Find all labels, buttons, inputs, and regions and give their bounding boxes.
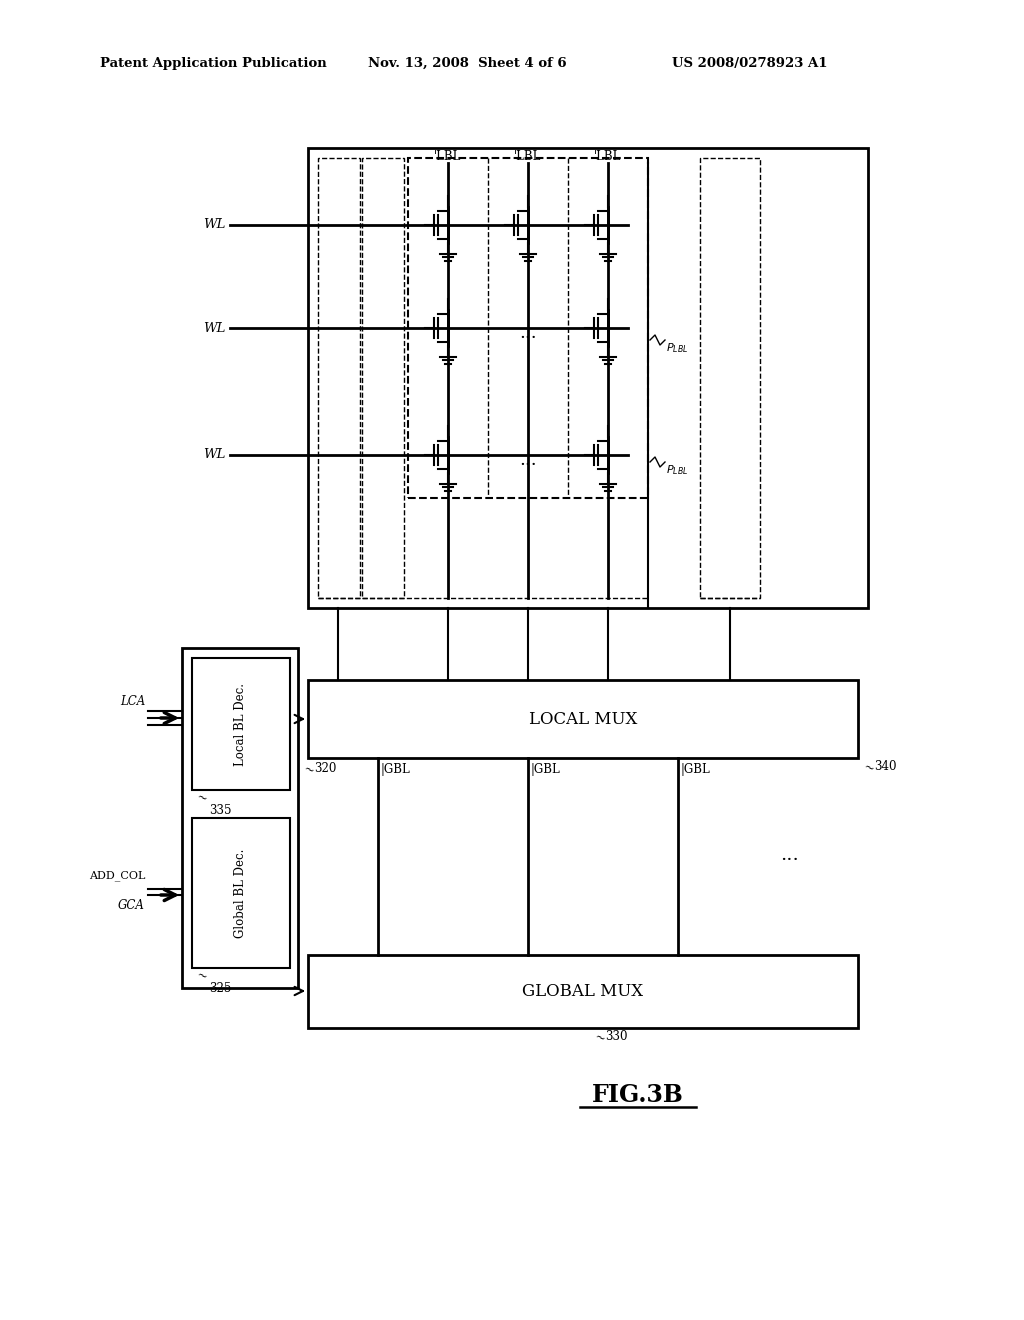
Bar	[308, 148, 868, 609]
Text: FIG.3B: FIG.3B	[592, 1082, 684, 1107]
Text: ...: ...	[780, 846, 800, 865]
Text: ~: ~	[593, 1030, 607, 1045]
Text: WL: WL	[203, 322, 225, 334]
Text: LCA: LCA	[120, 696, 145, 708]
Text: Patent Application Publication: Patent Application Publication	[100, 57, 327, 70]
Text: $P_{LBL}$: $P_{LBL}$	[666, 341, 688, 355]
Text: 'LBL: 'LBL	[594, 150, 622, 162]
Bar	[308, 680, 858, 758]
Text: 330: 330	[605, 1030, 628, 1043]
Text: LOCAL MUX: LOCAL MUX	[528, 710, 637, 727]
Text: $P_{LBL}$: $P_{LBL}$	[666, 463, 688, 477]
Text: ...: ...	[519, 451, 537, 469]
Text: 320: 320	[314, 762, 336, 775]
Text: 'LBL: 'LBL	[514, 150, 542, 162]
Text: ADD_COL: ADD_COL	[89, 870, 145, 880]
Text: GLOBAL MUX: GLOBAL MUX	[522, 983, 643, 1001]
Text: 340: 340	[874, 760, 896, 774]
Text: 325: 325	[209, 982, 231, 995]
Text: Local BL Dec.: Local BL Dec.	[234, 682, 248, 766]
Text: ~: ~	[195, 968, 209, 983]
Text: 'LBL: 'LBL	[434, 150, 462, 162]
Text: 335: 335	[209, 804, 231, 817]
Text: US 2008/0278923 A1: US 2008/0278923 A1	[672, 57, 827, 70]
Bar	[182, 648, 298, 987]
Text: WL: WL	[203, 449, 225, 462]
Bar	[308, 954, 858, 1028]
Bar	[318, 158, 360, 598]
Text: ...: ...	[519, 323, 537, 342]
Bar	[193, 818, 290, 968]
Text: Global BL Dec.: Global BL Dec.	[234, 849, 248, 937]
Bar	[362, 158, 404, 598]
Text: ~: ~	[195, 791, 209, 807]
Text: |GBL: |GBL	[531, 763, 561, 776]
Bar	[408, 158, 648, 498]
Text: |GBL: |GBL	[381, 763, 411, 776]
Text: WL: WL	[203, 219, 225, 231]
Bar	[700, 158, 760, 598]
Text: ~: ~	[862, 760, 877, 776]
Text: |GBL: |GBL	[681, 763, 711, 776]
Text: ~: ~	[302, 762, 316, 777]
Text: Nov. 13, 2008  Sheet 4 of 6: Nov. 13, 2008 Sheet 4 of 6	[368, 57, 566, 70]
Bar	[193, 657, 290, 789]
Text: GCA: GCA	[118, 899, 145, 912]
